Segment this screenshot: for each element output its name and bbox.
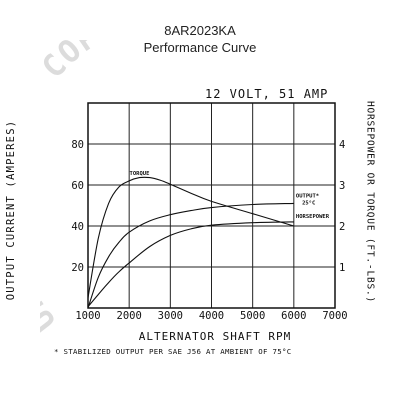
horsepower-label: HORSEPOWER bbox=[296, 214, 330, 220]
series-layer bbox=[87, 176, 294, 309]
rating-label: 12 VOLT, 51 AMP bbox=[205, 87, 329, 101]
output-current-curve bbox=[87, 202, 294, 309]
grid-layer bbox=[88, 103, 335, 308]
tick-layer: 1000 2000 3000 4000 5000 6000 7000 20 40 60 80 1 2 3 4 bbox=[71, 139, 347, 322]
y-tick-label-right: 3 bbox=[339, 180, 345, 192]
y-tick-label-left: 20 bbox=[71, 262, 84, 274]
part-number-title: 8AR2023KA bbox=[164, 23, 236, 38]
y-tick-label-right: 1 bbox=[339, 262, 345, 274]
y-tick-label-left: 60 bbox=[71, 180, 84, 192]
x-tick-label: 2000 bbox=[117, 310, 142, 322]
torque-label: TORQUE bbox=[130, 171, 150, 177]
x-axis-label: ALTERNATOR SHAFT RPM bbox=[138, 330, 292, 343]
torque-curve bbox=[87, 176, 294, 298]
plot-frame bbox=[87, 102, 336, 309]
x-tick-label: 4000 bbox=[199, 310, 224, 322]
chart-subtitle: Performance Curve bbox=[143, 40, 257, 55]
horsepower-curve bbox=[87, 221, 294, 308]
x-tick-label: 6000 bbox=[281, 310, 306, 322]
x-tick-label: 1000 bbox=[75, 310, 100, 322]
y-tick-label-right: 2 bbox=[339, 221, 345, 233]
x-tick-label: 7000 bbox=[322, 310, 347, 322]
curve-label-layer: TORQUE OUTPUT*25°C HORSEPOWER bbox=[130, 171, 330, 220]
frame-layer bbox=[87, 102, 336, 309]
footnote: * STABILIZED OUTPUT PER SAE J56 AT AMBIE… bbox=[54, 347, 292, 356]
y-tick-label-left: 80 bbox=[71, 139, 84, 151]
y-tick-label-left: 40 bbox=[71, 221, 84, 233]
x-tick-label: 5000 bbox=[240, 310, 265, 322]
x-tick-label: 3000 bbox=[158, 310, 183, 322]
output-label: OUTPUT* bbox=[296, 193, 319, 199]
output-temp-label: 25°C bbox=[302, 200, 315, 206]
y-tick-label-right: 4 bbox=[339, 139, 345, 151]
